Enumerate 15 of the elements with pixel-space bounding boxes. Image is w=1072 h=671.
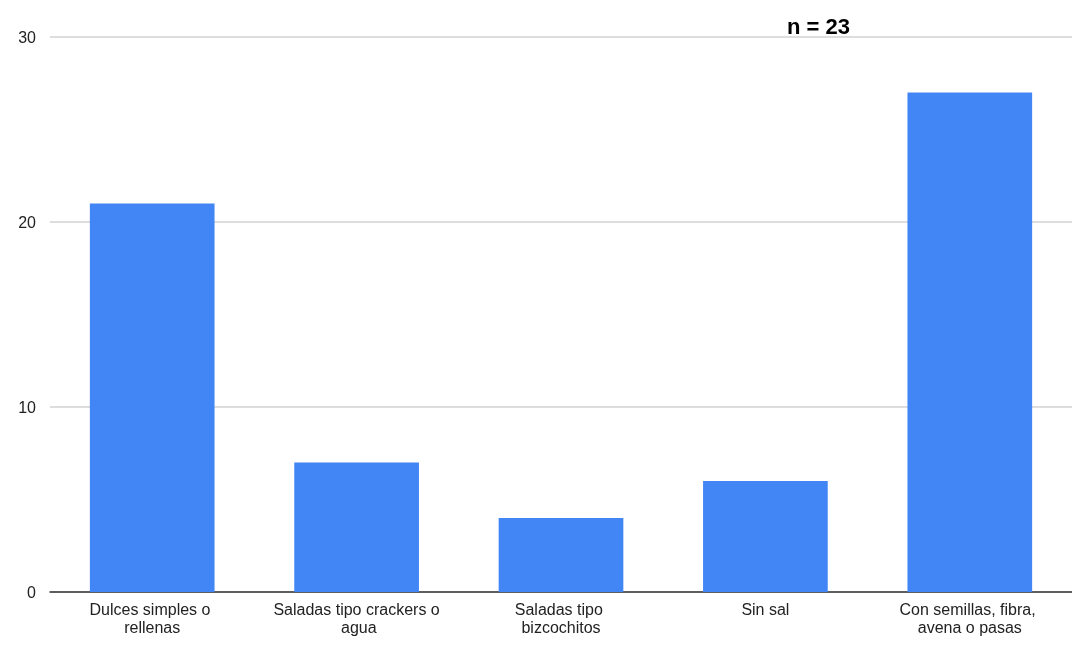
- bar: [703, 481, 828, 592]
- x-tick-label: Saladas tipo bizcochitos: [514, 600, 608, 636]
- y-tick-label: 20: [18, 213, 37, 231]
- bar: [294, 462, 419, 592]
- y-tick-label: 10: [18, 398, 37, 416]
- x-tick-label: Saladas tipo crackers o agua: [273, 600, 440, 636]
- x-tick-label: Dulces simples o rellenas: [89, 600, 215, 636]
- y-tick-label: 0: [27, 583, 37, 601]
- chart-title: n = 23: [787, 13, 850, 39]
- bar: [89, 203, 215, 592]
- x-tick-label: Sin sal: [741, 600, 790, 618]
- bar: [907, 92, 1033, 592]
- y-tick-label: 30: [18, 28, 37, 46]
- bar: [498, 518, 624, 592]
- x-tick-label: Con semillas, fibra, avena o pasas: [899, 600, 1041, 636]
